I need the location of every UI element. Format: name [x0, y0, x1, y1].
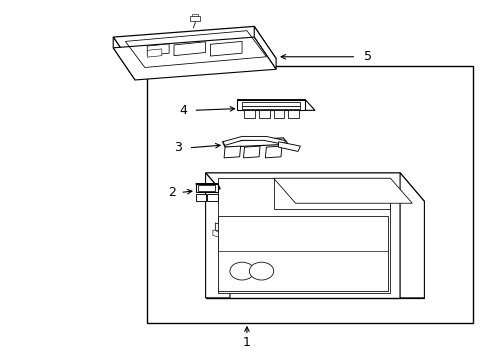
- Text: 4: 4: [179, 104, 187, 117]
- Polygon shape: [113, 37, 276, 80]
- Polygon shape: [174, 42, 205, 56]
- Text: 1: 1: [243, 336, 250, 350]
- Polygon shape: [259, 111, 269, 118]
- Polygon shape: [278, 142, 300, 152]
- Polygon shape: [224, 146, 240, 158]
- Bar: [191, 14, 198, 17]
- Polygon shape: [273, 178, 411, 203]
- Text: 5: 5: [363, 50, 371, 63]
- Polygon shape: [287, 111, 298, 118]
- Polygon shape: [215, 223, 229, 235]
- Polygon shape: [217, 216, 387, 291]
- Polygon shape: [242, 102, 300, 106]
- Polygon shape: [205, 173, 424, 202]
- Bar: [189, 17, 200, 21]
- Polygon shape: [196, 184, 217, 192]
- Polygon shape: [254, 26, 276, 69]
- Text: 2: 2: [167, 186, 175, 199]
- Polygon shape: [273, 178, 389, 208]
- Polygon shape: [265, 146, 282, 158]
- Polygon shape: [113, 37, 135, 80]
- Polygon shape: [196, 194, 205, 202]
- Polygon shape: [206, 194, 217, 202]
- Polygon shape: [242, 106, 300, 109]
- Polygon shape: [273, 111, 284, 118]
- Circle shape: [229, 262, 254, 280]
- Polygon shape: [147, 44, 169, 55]
- Polygon shape: [198, 185, 215, 191]
- Polygon shape: [237, 100, 314, 111]
- Polygon shape: [147, 49, 162, 57]
- Polygon shape: [244, 111, 255, 118]
- Polygon shape: [237, 100, 305, 111]
- Bar: [147, 66, 472, 323]
- Polygon shape: [196, 184, 220, 189]
- Text: 3: 3: [174, 141, 182, 154]
- Polygon shape: [217, 178, 389, 293]
- Circle shape: [249, 262, 273, 280]
- Polygon shape: [222, 136, 285, 145]
- Polygon shape: [205, 173, 399, 298]
- Polygon shape: [399, 173, 424, 298]
- Polygon shape: [210, 41, 242, 56]
- Polygon shape: [222, 138, 287, 147]
- Polygon shape: [217, 251, 387, 291]
- Polygon shape: [205, 173, 229, 298]
- Polygon shape: [113, 26, 276, 69]
- Polygon shape: [212, 230, 222, 238]
- Polygon shape: [243, 146, 260, 158]
